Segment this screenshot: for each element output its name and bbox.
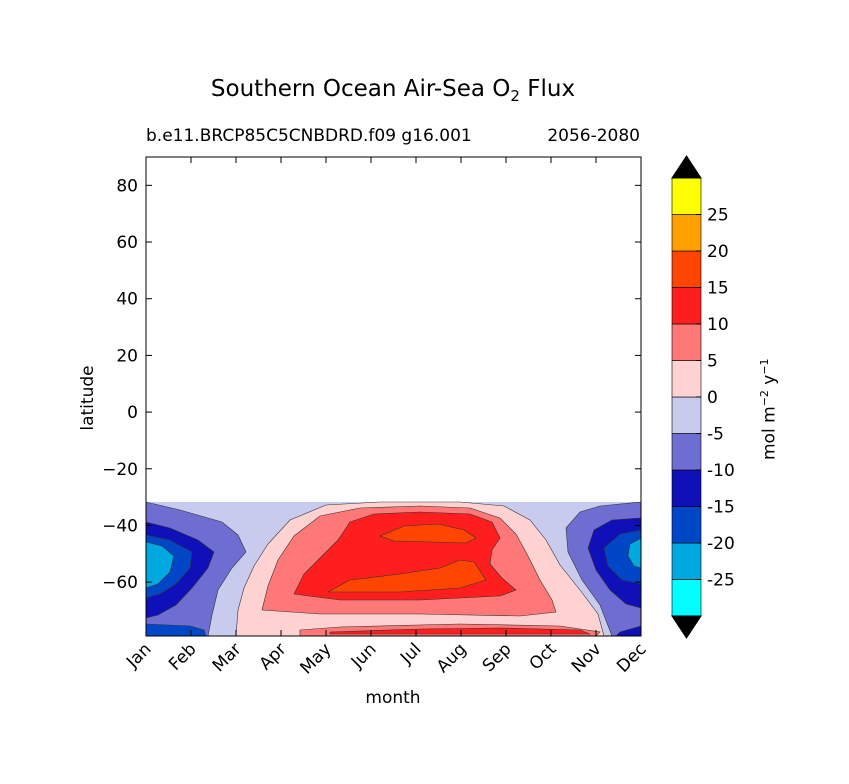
colorbar-label-mid: y bbox=[759, 374, 780, 391]
colorbar-tick-label: -25 bbox=[707, 571, 735, 591]
colorbar-tick-label: 20 bbox=[707, 242, 729, 262]
colorbar-tick-label: -5 bbox=[707, 425, 724, 445]
colorbar-tick-label: -10 bbox=[707, 461, 735, 481]
colorbar-extend-max bbox=[671, 155, 702, 179]
colorbar-tick-label: -15 bbox=[707, 498, 735, 518]
y-tick-label: 20 bbox=[116, 346, 138, 366]
colorbar-segment bbox=[671, 323, 702, 361]
colorbar-segment bbox=[671, 433, 702, 471]
colorbar-segment bbox=[671, 250, 702, 288]
x-tick-label: Feb bbox=[165, 639, 200, 674]
band-15-20-upper bbox=[379, 523, 477, 544]
colorbar-extend-min bbox=[671, 615, 702, 639]
x-tick-label: Jun bbox=[347, 639, 381, 673]
y-axis-label: latitude bbox=[78, 365, 98, 430]
colorbar-tick-label: 25 bbox=[707, 206, 729, 226]
band-bottom-strip-right bbox=[615, 625, 641, 636]
x-tick-label: Aug bbox=[433, 639, 471, 677]
title-subscript: 2 bbox=[510, 87, 520, 105]
x-tick-label: May bbox=[297, 639, 336, 678]
y-tick-label: 0 bbox=[127, 403, 138, 423]
x-tick-label: Jul bbox=[396, 639, 425, 668]
colorbar-segment bbox=[671, 177, 702, 215]
y-tick-label: −40 bbox=[102, 516, 138, 536]
contour-field bbox=[146, 501, 641, 636]
colorbar-segment bbox=[671, 360, 702, 398]
band-minus25-minus20-left bbox=[146, 541, 175, 589]
colorbar-tick-label: -20 bbox=[707, 534, 735, 554]
colorbar-segment bbox=[671, 506, 702, 544]
x-tick-label: Apr bbox=[256, 639, 291, 674]
x-tick-label: Oct bbox=[526, 639, 561, 674]
x-tick-label: Mar bbox=[209, 639, 246, 676]
x-tick-label: Nov bbox=[568, 639, 606, 677]
y-axis: 80 60 40 20 0 −20 −40 −60 bbox=[102, 176, 641, 593]
colorbar-segment bbox=[671, 287, 702, 325]
title-text: Southern Ocean Air-Sea O bbox=[210, 76, 511, 102]
colorbar-segment bbox=[671, 214, 702, 252]
period-label: 2056-2080 bbox=[547, 126, 640, 146]
x-tick-label: Dec bbox=[613, 639, 650, 676]
band-bottom-thin-10-15 bbox=[329, 627, 591, 635]
colorbar-tick-label: 0 bbox=[707, 388, 718, 408]
band-15-20-lower bbox=[327, 559, 487, 593]
colorbar: 25 20 15 10 5 0 -5 -10 -15 -20 -25 bbox=[671, 155, 735, 639]
colorbar-label: mol m−2 y−1 bbox=[758, 358, 780, 460]
band-minus25-minus20-right bbox=[627, 537, 641, 569]
chart-title: Southern Ocean Air-Sea O2 Flux bbox=[0, 76, 786, 105]
y-tick-label: 80 bbox=[116, 176, 138, 196]
colorbar-segment bbox=[671, 469, 702, 507]
x-axis-label: month bbox=[365, 688, 420, 708]
y-tick-label: 60 bbox=[116, 233, 138, 253]
title-suffix: Flux bbox=[519, 76, 576, 102]
colorbar-tick-label: 5 bbox=[707, 352, 718, 372]
colorbar-segment bbox=[671, 396, 702, 434]
y-tick-label: −60 bbox=[102, 573, 138, 593]
axes-frame bbox=[145, 156, 642, 637]
colorbar-segment bbox=[671, 542, 702, 580]
colorbar-segment bbox=[671, 579, 702, 617]
x-tick-label: Sep bbox=[479, 639, 516, 676]
x-tick-label: Jan bbox=[122, 639, 155, 672]
y-tick-label: −20 bbox=[102, 460, 138, 480]
colorbar-tick-label: 10 bbox=[707, 315, 729, 335]
y-tick-label: 40 bbox=[116, 290, 138, 310]
case-name: b.e11.BRCP85C5CNBDRD.f09 g16.001 bbox=[146, 126, 472, 146]
colorbar-label-exp1: −2 bbox=[758, 390, 771, 407]
colorbar-tick-label: 15 bbox=[707, 279, 729, 299]
colorbar-label-prefix: mol m bbox=[759, 406, 780, 460]
colorbar-label-exp2: −1 bbox=[758, 358, 771, 375]
